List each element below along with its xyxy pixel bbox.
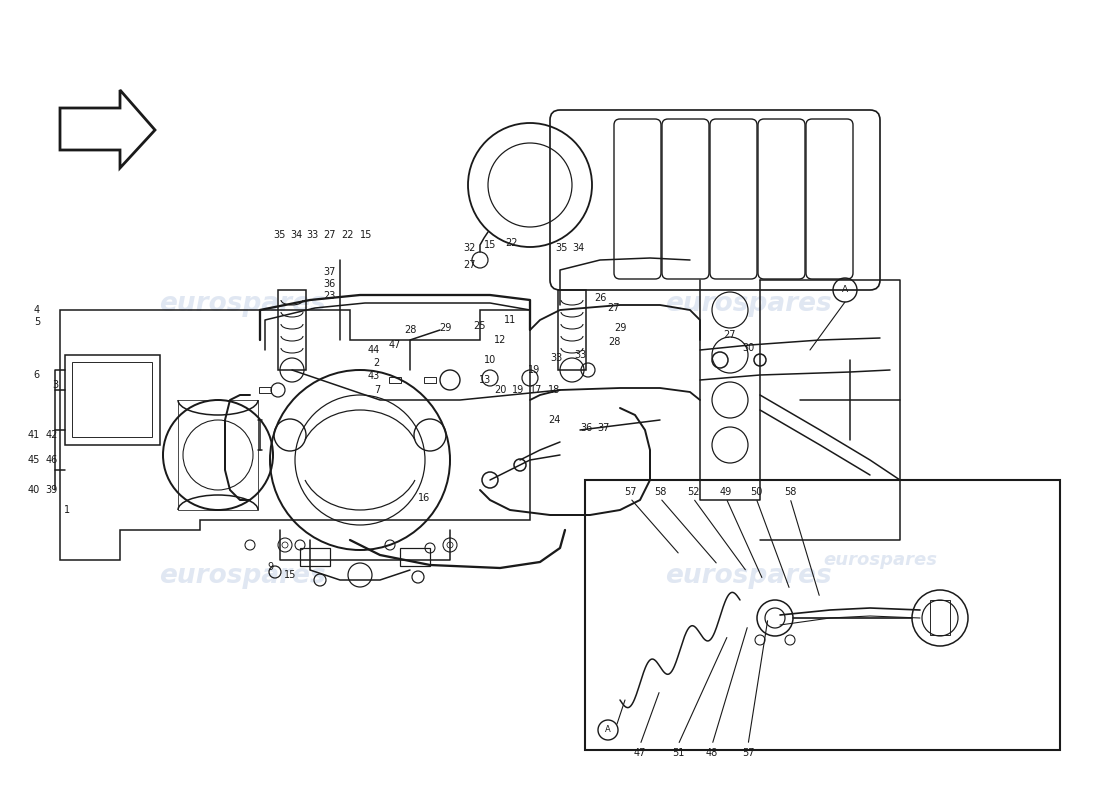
Text: 1: 1 — [64, 505, 70, 515]
Text: 50: 50 — [750, 487, 762, 497]
Text: 18: 18 — [548, 385, 560, 395]
Text: 33: 33 — [574, 350, 586, 360]
Text: 33: 33 — [306, 230, 318, 240]
Text: 9: 9 — [267, 562, 273, 572]
Text: 47: 47 — [634, 748, 646, 758]
Text: 45: 45 — [28, 455, 40, 465]
Text: 5: 5 — [34, 317, 40, 327]
Text: 57: 57 — [741, 748, 755, 758]
Text: 22: 22 — [342, 230, 354, 240]
Text: 19: 19 — [528, 365, 540, 375]
Bar — [585, 480, 1060, 750]
Text: 12: 12 — [494, 335, 506, 345]
Text: 32: 32 — [464, 243, 476, 253]
Text: 29: 29 — [614, 323, 626, 333]
Bar — [424, 377, 436, 383]
Text: 17: 17 — [530, 385, 542, 395]
Bar — [278, 290, 306, 370]
Text: 48: 48 — [706, 748, 718, 758]
Text: 7: 7 — [374, 385, 379, 395]
Text: 58: 58 — [653, 487, 667, 497]
Text: 36: 36 — [580, 423, 592, 433]
Text: 33: 33 — [550, 353, 562, 363]
Text: 46: 46 — [46, 455, 58, 465]
Text: A: A — [842, 286, 848, 294]
Text: 23: 23 — [323, 291, 336, 301]
Text: 28: 28 — [404, 325, 416, 335]
Text: 57: 57 — [624, 487, 636, 497]
Text: 26: 26 — [594, 293, 606, 303]
Text: 3: 3 — [52, 380, 58, 390]
Text: 35: 35 — [556, 243, 569, 253]
Text: 15: 15 — [484, 240, 496, 250]
Text: 25: 25 — [474, 321, 486, 331]
Bar — [300, 548, 330, 566]
Bar — [72, 362, 152, 437]
Text: 34: 34 — [572, 243, 584, 253]
Bar — [400, 548, 430, 566]
Bar — [389, 377, 402, 383]
Text: 15: 15 — [284, 570, 296, 580]
Text: 15: 15 — [360, 230, 372, 240]
Text: 13: 13 — [478, 375, 491, 385]
Text: 49: 49 — [719, 487, 733, 497]
Text: 41: 41 — [28, 430, 40, 440]
Text: 2: 2 — [374, 358, 379, 368]
Text: 34: 34 — [290, 230, 303, 240]
Text: 28: 28 — [608, 337, 620, 347]
Text: 36: 36 — [323, 279, 336, 289]
Text: 43: 43 — [367, 371, 380, 381]
Text: 27: 27 — [724, 330, 736, 340]
Text: A: A — [605, 726, 610, 734]
Text: 24: 24 — [548, 415, 560, 425]
Text: eurospares: eurospares — [664, 563, 832, 589]
Text: 52: 52 — [686, 487, 700, 497]
Text: 35: 35 — [274, 230, 286, 240]
Text: eurospares: eurospares — [158, 563, 326, 589]
Text: 47: 47 — [388, 340, 401, 350]
Text: eurospares: eurospares — [664, 291, 832, 317]
Bar — [178, 400, 258, 510]
Text: 27: 27 — [464, 260, 476, 270]
Text: 37: 37 — [597, 423, 609, 433]
Bar — [258, 387, 271, 393]
Text: 58: 58 — [784, 487, 796, 497]
Text: eurospares: eurospares — [158, 291, 326, 317]
Text: 20: 20 — [494, 385, 506, 395]
Text: 19: 19 — [512, 385, 524, 395]
Text: 16: 16 — [418, 493, 430, 503]
Text: 10: 10 — [484, 355, 496, 365]
Text: 4: 4 — [34, 305, 40, 315]
Text: 44: 44 — [367, 345, 380, 355]
Text: 6: 6 — [34, 370, 40, 380]
Text: 27: 27 — [607, 303, 620, 313]
Text: eurospares: eurospares — [823, 551, 937, 569]
Text: 30: 30 — [741, 343, 755, 353]
Bar — [65, 355, 160, 445]
Text: 42: 42 — [45, 430, 58, 440]
Text: 29: 29 — [439, 323, 451, 333]
Bar — [558, 290, 586, 370]
Text: 27: 27 — [323, 230, 337, 240]
Text: 37: 37 — [323, 267, 336, 277]
Text: 51: 51 — [672, 748, 684, 758]
Text: 22: 22 — [506, 238, 518, 248]
Bar — [930, 600, 950, 635]
Text: 40: 40 — [28, 485, 40, 495]
Text: 11: 11 — [504, 315, 516, 325]
Text: 39: 39 — [46, 485, 58, 495]
